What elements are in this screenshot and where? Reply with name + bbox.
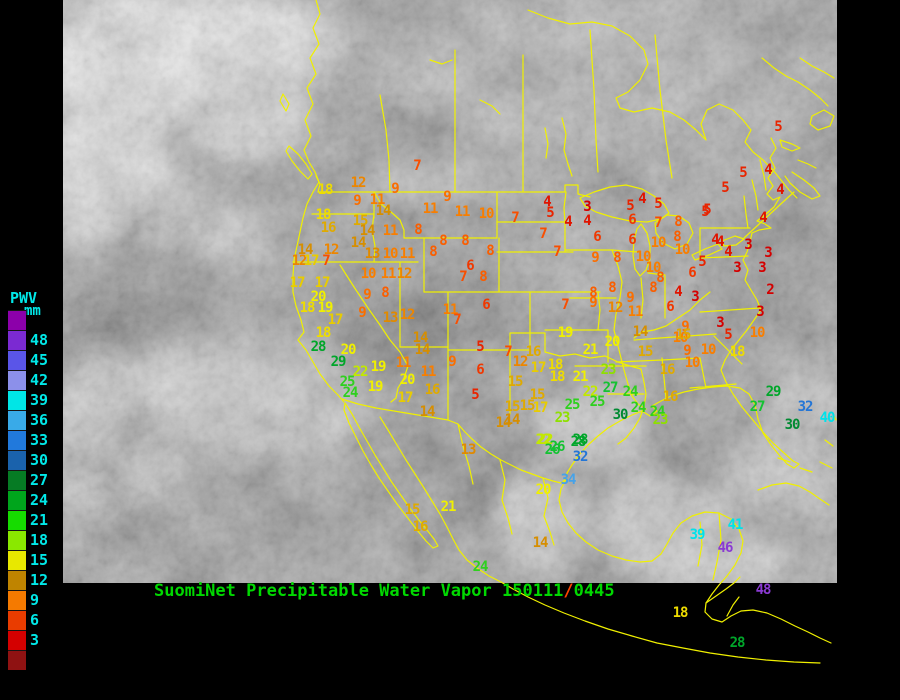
coastline-mexico-gulf-yucatan <box>558 478 832 644</box>
legend-tick-label: 24 <box>30 491 49 509</box>
caption-text: SuomiNet Precipitable Water Vapor <box>154 581 502 601</box>
canada-lakes <box>429 59 573 177</box>
legend-color-box <box>8 610 26 630</box>
legend-tick-label: 18 <box>30 531 49 549</box>
legend-color-box <box>8 590 26 610</box>
coastline-mexico-west <box>379 416 821 664</box>
legend-color-box <box>8 650 26 670</box>
legend-color-box <box>8 370 26 390</box>
legend-color-box <box>8 430 26 450</box>
lake-ontario <box>721 235 745 247</box>
map-boundaries <box>279 0 837 664</box>
legend-color-box <box>8 390 26 410</box>
st-lawrence-river <box>743 191 795 239</box>
legend-title: PWV <box>10 289 38 307</box>
state-borders-plains <box>496 191 647 445</box>
legend-tick-label: 39 <box>30 391 49 409</box>
legend-color-box <box>8 550 26 570</box>
legend-color-box <box>8 330 26 350</box>
legend-tick-label: 6 <box>30 611 40 629</box>
lake-superior <box>579 184 670 223</box>
coastline-pacific <box>292 0 345 403</box>
legend-tick-label: 27 <box>30 471 49 489</box>
bahamas-islands <box>777 413 837 473</box>
legend-tick-label: 15 <box>30 551 49 569</box>
legend-color-box <box>8 490 26 510</box>
lake-michigan <box>632 223 651 277</box>
legend-tick-label: 33 <box>30 431 49 449</box>
vancouver-island <box>279 93 321 193</box>
image-caption: SuomiNet Precipitable Water Vapor 150111… <box>154 581 615 601</box>
state-borders-west <box>292 191 601 421</box>
legend-tick-label: 42 <box>30 371 49 389</box>
coastline-atlantic-gulf <box>565 137 800 480</box>
mexico-state-borders <box>457 423 741 617</box>
caption-time: 0445 <box>573 581 615 601</box>
legend-color-box <box>8 530 26 550</box>
legend-tick-label: 12 <box>30 571 49 589</box>
legend-color-box <box>8 410 26 430</box>
baja-california <box>343 402 439 549</box>
us-mexico-border <box>341 398 567 484</box>
state-borders-east <box>611 159 767 399</box>
legend-color-box <box>8 350 26 370</box>
us-canada-border <box>317 184 591 198</box>
legend-tick-label: 3 <box>30 631 40 649</box>
hudson-bay-coast <box>527 9 798 199</box>
legend-tick-label: 36 <box>30 411 49 429</box>
legend-tick-label: 21 <box>30 511 49 529</box>
legend-tick-label: 9 <box>30 591 40 609</box>
legend-color-box <box>8 510 26 530</box>
legend-units: mm <box>24 303 41 319</box>
province-borders <box>379 29 673 193</box>
caption-slash: / <box>563 581 574 601</box>
legend-color-box <box>8 570 26 590</box>
legend-tick-label: 48 <box>30 331 49 349</box>
maritimes-newfoundland <box>761 57 835 200</box>
legend-color-box <box>8 450 26 470</box>
legend-color-box <box>8 470 26 490</box>
satellite-image <box>63 0 837 583</box>
caption-date: 150111 <box>502 581 564 601</box>
cuba-coast <box>757 482 830 506</box>
legend-tick-label: 45 <box>30 351 49 369</box>
legend-color-box <box>8 310 26 330</box>
legend-color-box <box>8 630 26 650</box>
legend-tick-label: 30 <box>30 451 49 469</box>
lake-huron <box>654 214 694 250</box>
lake-erie <box>691 243 723 261</box>
